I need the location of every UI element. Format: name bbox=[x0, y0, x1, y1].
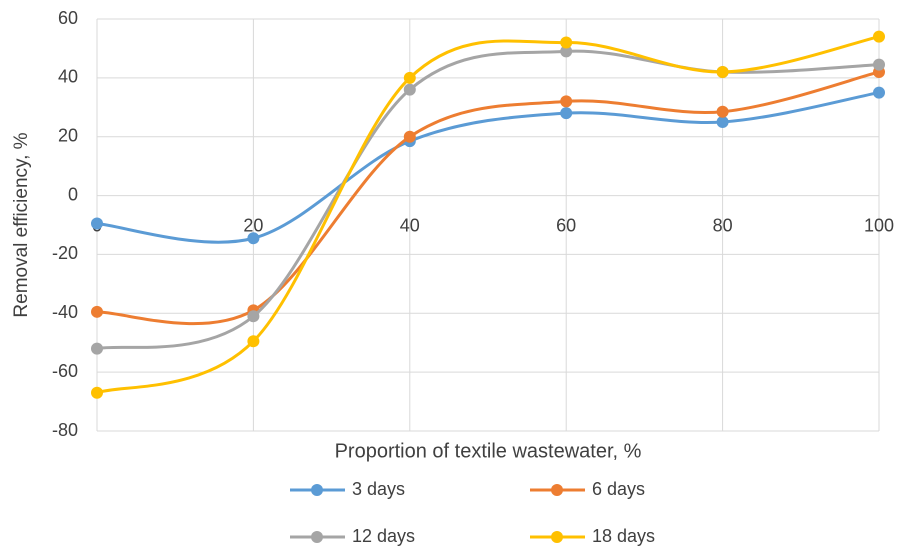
y-tick-label: 20 bbox=[58, 125, 78, 145]
x-tick-label: 20 bbox=[243, 215, 263, 235]
series-line bbox=[96, 49, 880, 351]
data-point bbox=[560, 36, 573, 49]
x-tick-label: 80 bbox=[713, 215, 733, 235]
data-point bbox=[247, 310, 260, 323]
legend-marker bbox=[311, 484, 323, 496]
data-point bbox=[403, 130, 416, 143]
y-tick-label: 40 bbox=[58, 67, 78, 87]
legend-label: 18 days bbox=[592, 526, 655, 546]
data-point bbox=[716, 116, 729, 128]
data-point bbox=[716, 65, 729, 78]
data-point bbox=[873, 58, 885, 71]
y-axis-title: Removal efficiency, % bbox=[11, 132, 32, 317]
legend-marker bbox=[551, 484, 563, 496]
y-tick-label: -20 bbox=[52, 243, 78, 263]
x-tick-label: 40 bbox=[400, 215, 420, 235]
x-tick-label: 60 bbox=[556, 215, 576, 235]
y-tick-label: 60 bbox=[58, 8, 78, 28]
data-point bbox=[91, 217, 103, 230]
legend-label: 3 days bbox=[352, 479, 405, 499]
y-tick-label: -60 bbox=[52, 361, 78, 381]
y-tick-label: -40 bbox=[52, 302, 78, 322]
y-tick-label: -80 bbox=[52, 420, 78, 440]
data-point bbox=[91, 342, 103, 355]
series-line bbox=[96, 35, 880, 395]
y-tick-label: 0 bbox=[68, 184, 78, 204]
data-point bbox=[403, 83, 416, 96]
legend-label: 6 days bbox=[592, 479, 645, 499]
data-point bbox=[247, 335, 260, 348]
data-point bbox=[560, 95, 573, 108]
data-point bbox=[403, 71, 416, 84]
data-point bbox=[247, 232, 260, 245]
data-point bbox=[560, 45, 573, 58]
series-line bbox=[96, 70, 880, 326]
legend-label: 12 days bbox=[352, 526, 415, 546]
data-point bbox=[560, 107, 573, 120]
x-tick-label: 100 bbox=[864, 215, 894, 235]
data-point bbox=[873, 30, 885, 43]
legend-marker bbox=[311, 531, 323, 543]
data-point bbox=[873, 86, 885, 99]
series-line bbox=[96, 91, 880, 244]
legend-marker bbox=[551, 531, 563, 543]
x-axis-title: Proportion of textile wastewater, % bbox=[335, 440, 642, 462]
data-point bbox=[91, 386, 103, 399]
data-point bbox=[91, 305, 103, 318]
data-point bbox=[716, 105, 729, 118]
